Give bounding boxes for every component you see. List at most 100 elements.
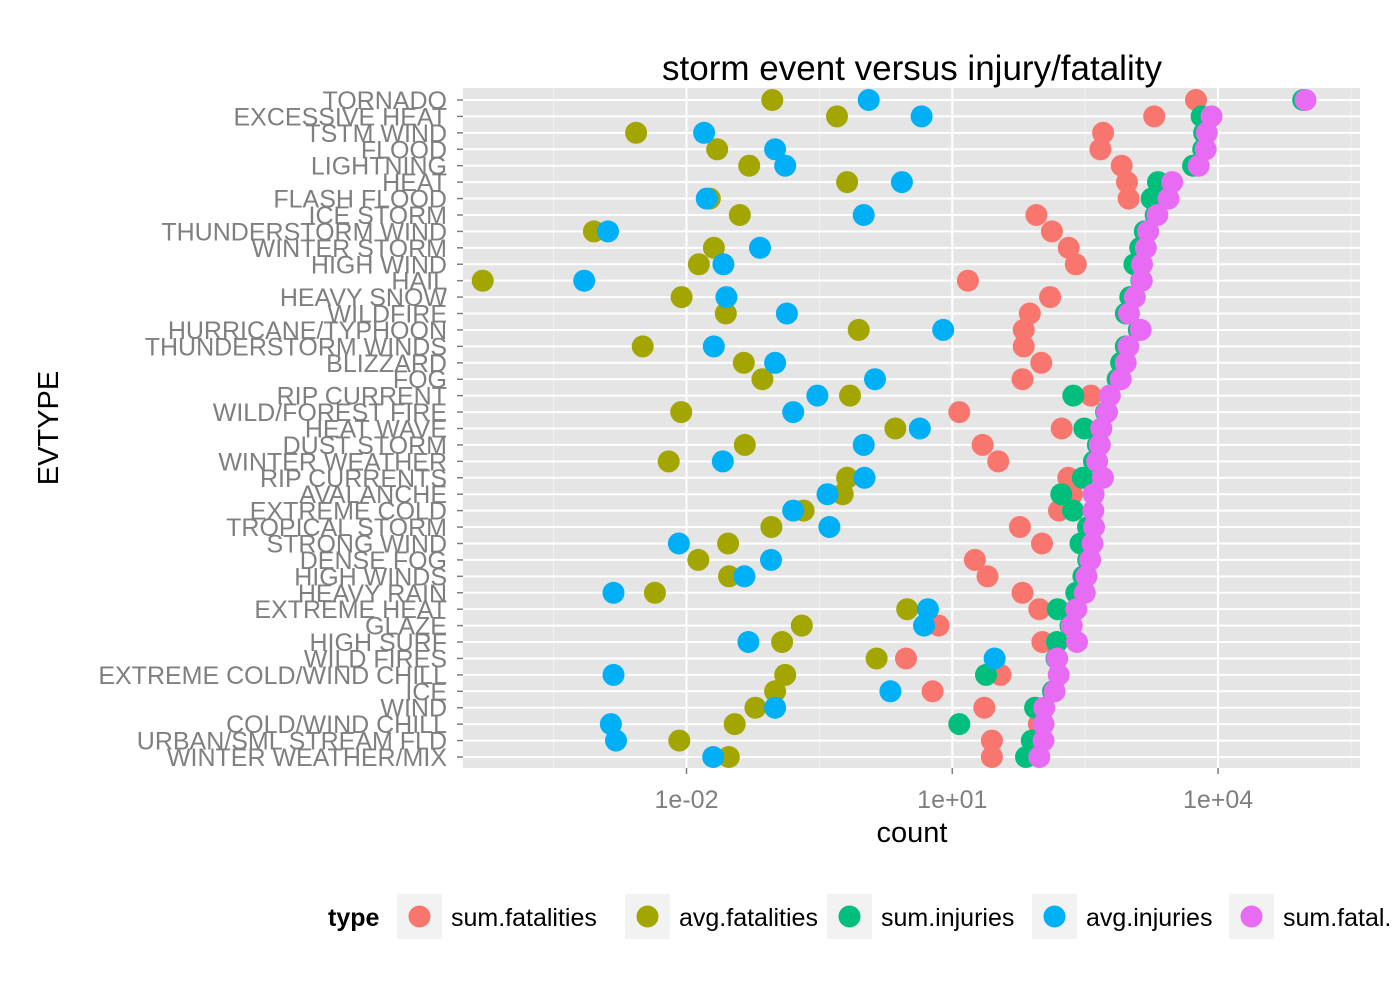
- data-point-sum.fatalities: [980, 729, 1003, 752]
- data-point-avg.fatalities: [738, 154, 761, 177]
- data-point-avg.fatalities: [896, 598, 919, 621]
- legend-label: sum.fatalities: [451, 904, 597, 932]
- x-tick-label: 1e+01: [917, 786, 987, 814]
- data-point-sum.fatalities: [980, 746, 1003, 768]
- data-point-avg.injuries: [910, 105, 933, 128]
- y-tick-label: STRONG WIND: [266, 530, 447, 558]
- data-point-sum.fatal.: [1187, 154, 1210, 177]
- data-point-avg.fatalities: [717, 746, 740, 768]
- y-tick-label: FLOOD: [361, 136, 447, 164]
- y-tick-label: TROPICAL STORM: [226, 514, 447, 542]
- data-point-sum.fatalities: [1143, 105, 1166, 128]
- y-tick-label: WILD FIRES: [304, 645, 447, 673]
- legend-marker: [636, 905, 659, 928]
- data-point-avg.fatalities: [744, 696, 767, 719]
- y-tick-label: WINTER WEATHER: [218, 448, 447, 476]
- data-point-sum.injuries: [948, 713, 971, 736]
- legend-label: sum.fatal.: [1283, 904, 1391, 932]
- data-point-avg.injuries: [908, 417, 931, 440]
- y-tick-label: HURRICANE/TYPHOON: [168, 317, 447, 345]
- x-axis-tick-labels: 1e-02 1e+01 1e+04: [655, 768, 1253, 814]
- data-point-sum.injuries: [1062, 384, 1085, 407]
- data-point-sum.fatalities: [1089, 138, 1112, 161]
- data-point-sum.fatal.: [1157, 187, 1180, 210]
- data-point-avg.injuries: [602, 663, 625, 686]
- data-point-sum.fatal.: [1161, 171, 1184, 194]
- y-tick-label: DUST STORM: [283, 432, 447, 460]
- data-point-sum.fatalities: [1008, 516, 1031, 538]
- data-point-avg.injuries: [760, 548, 782, 571]
- data-point-sum.fatal.: [1146, 204, 1169, 226]
- data-point-avg.injuries: [816, 483, 839, 506]
- data-point-sum.fatalities: [963, 548, 986, 571]
- data-point-sum.fatalities: [956, 269, 979, 292]
- data-point-sum.fatal.: [1079, 548, 1102, 571]
- data-point-sum.fatal.: [1195, 121, 1218, 144]
- data-point-avg.injuries: [764, 696, 787, 719]
- data-point-avg.fatalities: [723, 713, 746, 736]
- data-point-sum.injuries: [1046, 598, 1069, 621]
- y-tick-label: HEAVY SNOW: [280, 284, 448, 312]
- data-point-avg.injuries: [733, 565, 756, 588]
- legend-marker: [1240, 905, 1263, 928]
- data-point-avg.injuries: [782, 401, 805, 424]
- legend-label: avg.injuries: [1086, 904, 1212, 932]
- data-point-sum.fatal.: [1043, 680, 1066, 703]
- data-point-sum.fatal.: [1088, 433, 1111, 456]
- data-point-avg.fatalities: [714, 302, 737, 325]
- legend: type sum.fatalities avg.fatalities sum.inj…: [328, 894, 1391, 939]
- y-tick-label: WINTER WEATHER/MIX: [167, 744, 447, 772]
- data-point-sum.fatalities: [987, 450, 1010, 473]
- data-point-sum.fatalities: [1025, 204, 1048, 226]
- y-axis-label: EVTYPE: [33, 371, 65, 485]
- data-point-avg.fatalities: [733, 433, 756, 456]
- data-point-sum.fatalities: [1050, 417, 1073, 440]
- data-point-sum.fatal.: [1083, 516, 1105, 538]
- y-tick-label: WILD/FOREST FIRE: [213, 399, 447, 427]
- y-tick-label: HIGH WIND: [311, 251, 447, 279]
- data-point-avg.injuries: [852, 433, 875, 456]
- data-point-sum.injuries: [1062, 499, 1085, 522]
- data-point-sum.fatal.: [1117, 302, 1140, 325]
- data-point-sum.fatal.: [1137, 220, 1160, 243]
- data-point-avg.injuries: [715, 286, 738, 309]
- data-point-avg.fatalities: [761, 89, 784, 111]
- data-point-avg.injuries: [702, 335, 725, 358]
- y-tick-label: EXTREME COLD: [250, 498, 447, 526]
- y-tick-label: EXTREME HEAT: [254, 596, 447, 624]
- data-point-avg.fatalities: [471, 269, 494, 292]
- data-point-avg.fatalities: [771, 631, 794, 653]
- data-point-sum.fatal.: [1028, 746, 1051, 768]
- data-point-avg.injuries: [667, 532, 690, 555]
- data-point-avg.fatalities: [764, 680, 787, 703]
- data-point-sum.fatal.: [1046, 647, 1069, 670]
- data-point-avg.fatalities: [774, 663, 797, 686]
- y-tick-label: HEAVY RAIN: [298, 580, 447, 608]
- data-point-avg.injuries: [983, 647, 1006, 670]
- data-point-avg.injuries: [693, 121, 716, 144]
- data-point-sum.fatalities: [895, 647, 917, 670]
- data-point-sum.fatalities: [1012, 335, 1035, 358]
- data-point-avg.injuries: [605, 729, 627, 752]
- data-point-sum.injuries: [1073, 417, 1096, 440]
- data-point-sum.fatalities: [1064, 253, 1087, 276]
- y-tick-label: LIGHTNING: [311, 153, 447, 181]
- data-point-avg.fatalities: [625, 121, 648, 144]
- data-point-avg.injuries: [602, 581, 625, 604]
- data-point-avg.injuries: [782, 499, 805, 522]
- data-point-avg.injuries: [818, 516, 841, 538]
- data-point-avg.injuries: [737, 631, 760, 653]
- data-point-sum.fatalities: [1011, 368, 1034, 391]
- data-point-avg.injuries: [711, 450, 734, 473]
- y-tick-label: HIGH SURF: [310, 629, 448, 657]
- y-tick-label: DENSE FOG: [300, 547, 447, 575]
- data-point-sum.fatalities: [921, 680, 944, 703]
- data-point-avg.injuries: [695, 187, 718, 210]
- data-point-sum.fatalities: [1028, 598, 1051, 621]
- y-tick-label: HEAT WAVE: [305, 416, 447, 444]
- data-point-avg.fatalities: [718, 565, 740, 588]
- data-point-avg.fatalities: [831, 483, 854, 506]
- data-point-avg.fatalities: [687, 548, 710, 571]
